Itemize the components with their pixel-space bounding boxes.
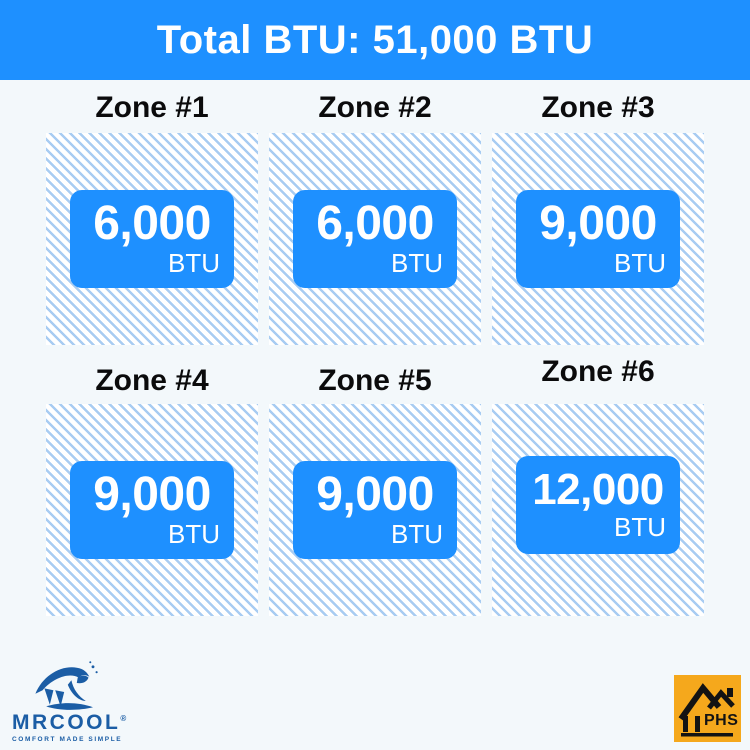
btu-badge: 9,000 BTU (516, 190, 680, 288)
zone-card-1: Zone #1 6,000 BTU (46, 80, 258, 345)
page-title: Total BTU: 51,000 BTU (156, 17, 594, 62)
btu-value: 9,000 (316, 468, 434, 522)
polar-bear-icon (35, 661, 98, 710)
zones-row-1: Zone #1 6,000 BTU Zone #2 6,000 BTU Zone… (0, 80, 750, 345)
zone-card-6: Zone #6 12,000 BTU (492, 345, 704, 616)
btu-unit-label: BTU (168, 247, 220, 278)
zone-card-4: Zone #4 9,000 BTU (46, 345, 258, 616)
btu-badge: 6,000 BTU (70, 190, 234, 288)
zone-title: Zone #5 (318, 364, 432, 397)
house-roof-icon (678, 683, 735, 737)
btu-value: 6,000 (93, 197, 211, 251)
zone-card-3: Zone #3 9,000 BTU (492, 80, 704, 345)
zone-title: Zone #1 (95, 91, 209, 124)
zone-title: Zone #6 (541, 355, 655, 388)
btu-badge: 9,000 BTU (293, 461, 457, 559)
zone-title: Zone #3 (541, 91, 655, 124)
zone-hatch-area: 6,000 BTU (46, 133, 258, 345)
zones-row-2: Zone #4 9,000 BTU Zone #5 9,000 BTU Zone… (0, 345, 750, 616)
phs-logo: PHS (674, 675, 741, 742)
zone-card-2: Zone #2 6,000 BTU (269, 80, 481, 345)
zone-hatch-area: 6,000 BTU (269, 133, 481, 345)
registered-mark: ® (120, 714, 127, 723)
mrcool-logo: MRCOOL® COMFORT MADE SIMPLE (12, 656, 132, 743)
phs-text: PHS (704, 712, 739, 729)
btu-badge: 9,000 BTU (70, 461, 234, 559)
btu-badge: 12,000 BTU (516, 456, 680, 554)
btu-unit-label: BTU (614, 247, 666, 278)
btu-value: 12,000 (532, 465, 664, 515)
mrcool-wordmark: MRCOOL® (12, 712, 132, 733)
btu-value: 9,000 (93, 468, 211, 522)
zone-hatch-area: 9,000 BTU (46, 404, 258, 616)
btu-value: 6,000 (316, 197, 434, 251)
mrcool-wordmark-text: MRCOOL (12, 711, 121, 734)
btu-value: 9,000 (539, 197, 657, 251)
zone-hatch-area: 9,000 BTU (492, 133, 704, 345)
zone-hatch-area: 12,000 BTU (492, 404, 704, 616)
zone-card-5: Zone #5 9,000 BTU (269, 345, 481, 616)
zone-title: Zone #4 (95, 364, 209, 397)
zone-title: Zone #2 (318, 91, 432, 124)
btu-unit-label: BTU (168, 518, 220, 549)
btu-unit-label: BTU (391, 247, 443, 278)
btu-unit-label: BTU (391, 518, 443, 549)
mrcool-tagline: COMFORT MADE SIMPLE (12, 736, 123, 743)
zone-hatch-area: 9,000 BTU (269, 404, 481, 616)
header-banner: Total BTU: 51,000 BTU (0, 0, 750, 80)
btu-unit-label: BTU (614, 511, 666, 542)
btu-badge: 6,000 BTU (293, 190, 457, 288)
